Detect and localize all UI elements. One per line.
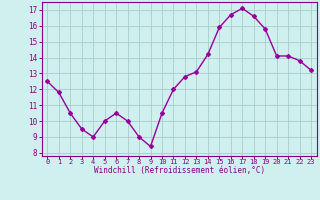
- X-axis label: Windchill (Refroidissement éolien,°C): Windchill (Refroidissement éolien,°C): [94, 166, 265, 175]
